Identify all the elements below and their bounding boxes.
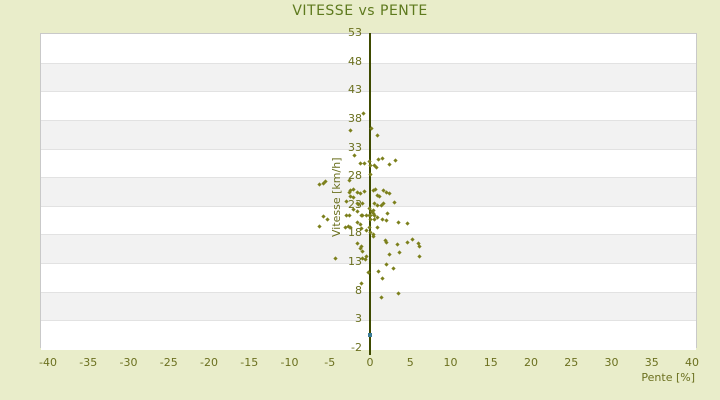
y-axis-line xyxy=(368,33,371,355)
y-tick-label: 28 xyxy=(347,169,362,183)
x-tick-label: 20 xyxy=(523,356,538,369)
scatter-point xyxy=(383,239,389,245)
x-tick-label: -30 xyxy=(119,356,138,369)
x-tick-label: -40 xyxy=(38,356,57,369)
x-axis-title: Pente [%] xyxy=(641,371,695,384)
x-tick-label: 30 xyxy=(604,356,619,369)
y-tick-label: 13 xyxy=(347,255,362,269)
y-tick-label: 48 xyxy=(347,54,362,68)
x-tick-label: -35 xyxy=(79,356,98,369)
grid-band xyxy=(41,119,696,150)
grid-band xyxy=(41,234,696,265)
y-axis-title: Vitesse [km/h] xyxy=(329,157,343,238)
y-tick-label: 53 xyxy=(347,26,362,39)
grid-band xyxy=(41,291,696,322)
y-tick-label: 33 xyxy=(347,140,362,154)
x-tick-label: 0 xyxy=(366,356,374,369)
x-tick-label: -5 xyxy=(324,356,336,369)
x-tick-label: -25 xyxy=(159,356,178,369)
y-tick-label: -2 xyxy=(351,341,362,354)
chart-title: VITESSE vs PENTE xyxy=(292,3,428,19)
y-tick-label: 43 xyxy=(347,83,362,97)
y-tick-label: 38 xyxy=(347,111,362,125)
x-tick-label: 40 xyxy=(685,356,699,369)
x-tick-label: 25 xyxy=(564,356,579,369)
y-tick-label: 18 xyxy=(347,226,362,240)
x-tick-label: -15 xyxy=(240,356,259,369)
grid-band xyxy=(41,205,696,236)
highlight-point xyxy=(367,332,372,337)
scatter-point xyxy=(416,243,422,249)
x-tick-label: -10 xyxy=(280,356,299,369)
grid-band xyxy=(41,177,696,207)
x-tick-label: 35 xyxy=(644,356,659,369)
y-tick-label: 8 xyxy=(354,283,362,297)
grid-band xyxy=(41,34,696,63)
grid-band xyxy=(41,91,696,121)
y-tick-label: 3 xyxy=(354,312,362,326)
x-tick-label: 15 xyxy=(483,356,498,369)
x-tick-label: 10 xyxy=(443,356,458,369)
grid-band xyxy=(41,263,696,293)
x-tick-label: 5 xyxy=(406,356,414,369)
x-tick-label: -20 xyxy=(199,356,218,369)
grid-band xyxy=(41,62,696,93)
y-tick-label: 23 xyxy=(347,197,362,211)
